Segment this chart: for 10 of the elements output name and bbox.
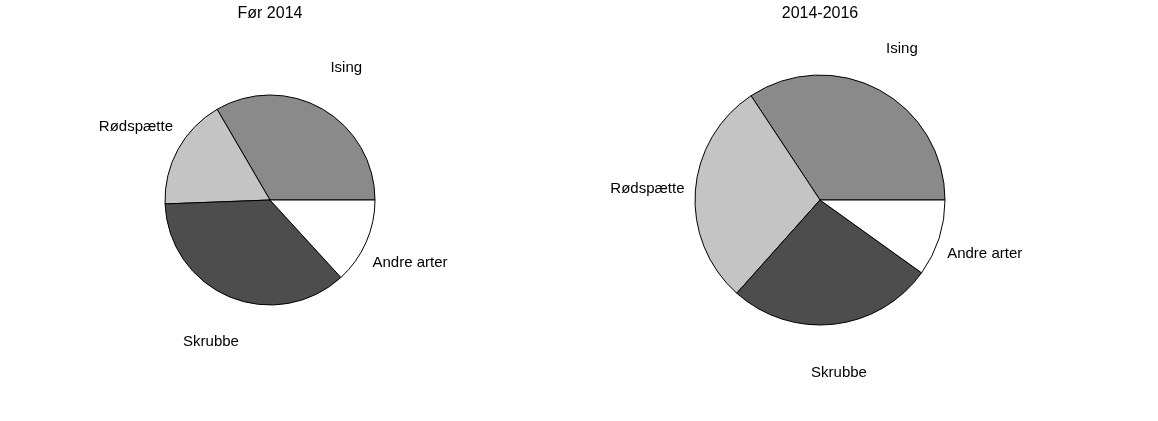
chart-title: 2014-2016 [781, 4, 859, 21]
slice-label: Skrubbe [811, 362, 867, 380]
slice-label: Skrubbe [183, 332, 239, 350]
slice-label: Ising [330, 58, 363, 76]
slice-label: Rødspætte [610, 178, 685, 196]
slice-label: Andre arter [372, 252, 448, 270]
slice-label: Rødspætte [98, 117, 174, 135]
chart-title: Før 2014 [237, 4, 303, 21]
slice-label: Andre arter [947, 243, 1023, 261]
slice-label: Ising [886, 38, 918, 56]
